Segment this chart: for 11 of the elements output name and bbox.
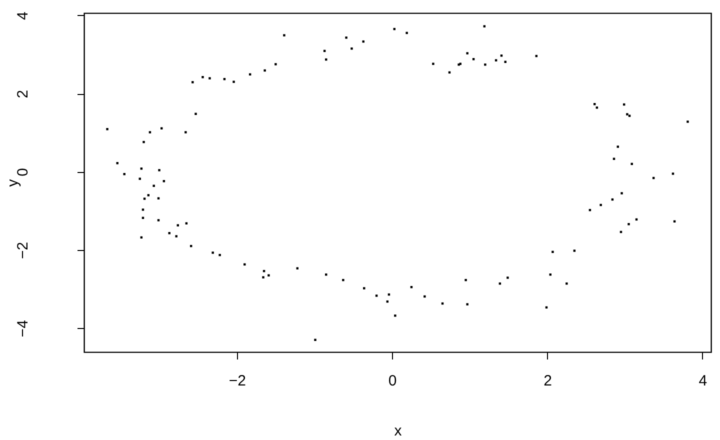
- y-tick-label: 0: [14, 168, 32, 176]
- y-tick-label: −4: [14, 320, 32, 338]
- x-tick-label: 2: [544, 372, 552, 390]
- y-tick-label: −2: [14, 242, 32, 260]
- x-tick-label: 4: [698, 372, 708, 390]
- y-tick-label: 4: [14, 12, 32, 20]
- y-tick-label: 2: [14, 90, 32, 98]
- x-tick-label: 0: [388, 372, 397, 390]
- x-axis-title: x: [394, 422, 402, 440]
- y-axis-title: y: [4, 178, 22, 187]
- x-tick-label: −2: [228, 372, 246, 390]
